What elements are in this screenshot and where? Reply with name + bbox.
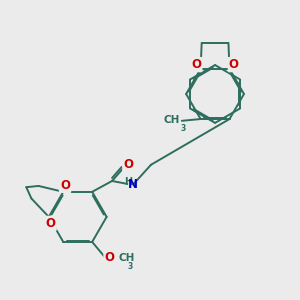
Text: 3: 3 (181, 124, 186, 133)
Text: O: O (191, 58, 201, 71)
Text: CH: CH (118, 253, 135, 263)
Text: O: O (104, 251, 115, 264)
Text: 3: 3 (127, 262, 133, 271)
Text: O: O (46, 217, 56, 230)
Text: H: H (124, 177, 132, 187)
Text: O: O (229, 58, 239, 71)
Text: O: O (60, 179, 70, 192)
Text: N: N (128, 178, 138, 191)
Text: CH: CH (164, 115, 180, 125)
Text: O: O (123, 158, 133, 171)
